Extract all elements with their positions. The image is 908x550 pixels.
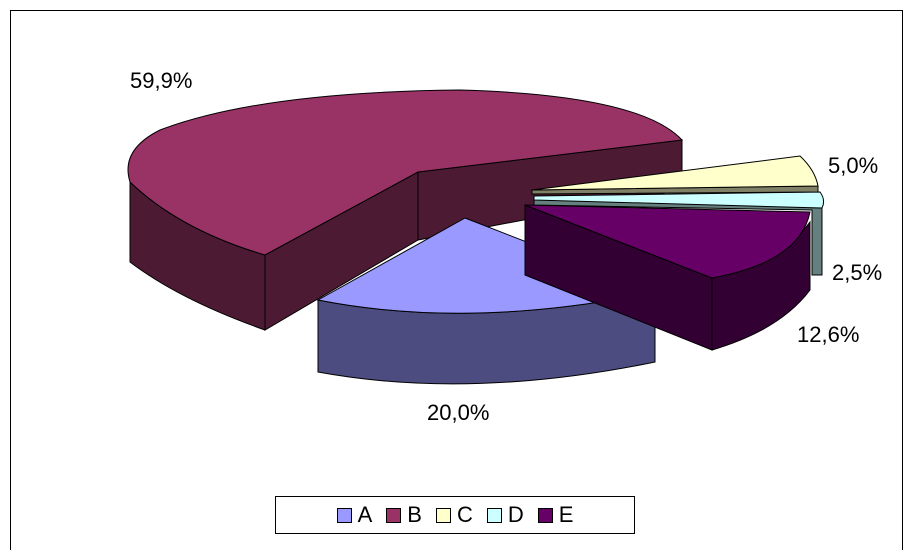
legend-swatch-a <box>336 507 352 523</box>
legend-swatch-c <box>435 507 451 523</box>
label-d: 2,5% <box>832 260 882 285</box>
legend-item-b: B <box>386 502 422 528</box>
slice-b-top <box>127 89 684 256</box>
slice-b <box>127 89 684 331</box>
legend-item-a: A <box>336 502 373 528</box>
label-a: 20,0% <box>427 400 489 425</box>
slice-d-top <box>533 191 825 209</box>
legend-label-b: B <box>407 502 422 527</box>
legend-item-e: E <box>537 502 574 528</box>
legend-swatch-e <box>537 507 553 523</box>
legend-label-d: D <box>507 502 524 527</box>
slice-d <box>533 191 825 276</box>
legend-item-c: C <box>435 502 473 528</box>
slice-c <box>531 155 819 195</box>
legend: A B C D E <box>275 496 635 534</box>
legend-label-e: E <box>558 502 574 527</box>
slice-e <box>524 204 811 351</box>
legend-label-c: C <box>456 502 473 527</box>
legend-swatch-b <box>386 507 402 523</box>
label-b: 59,9% <box>130 68 192 93</box>
legend-label-a: A <box>357 502 373 527</box>
label-c: 5,0% <box>828 153 878 178</box>
slice-e-top <box>524 204 811 279</box>
label-e: 12,6% <box>797 322 859 347</box>
slice-c-top <box>531 155 819 191</box>
legend-swatch-d <box>486 507 502 523</box>
legend-item-d: D <box>486 502 524 528</box>
